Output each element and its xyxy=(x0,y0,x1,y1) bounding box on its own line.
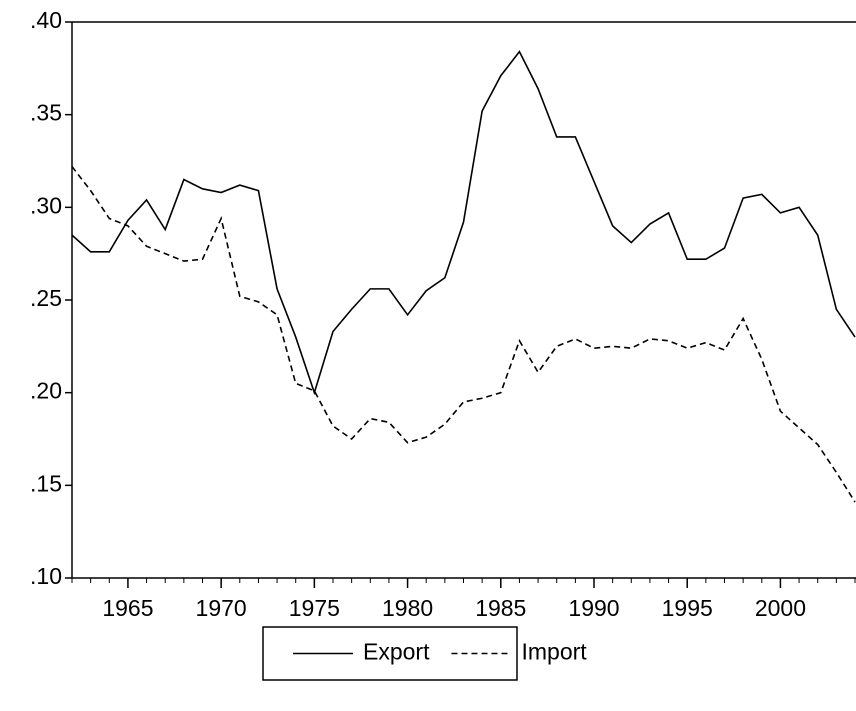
x-tick-label: 1990 xyxy=(568,595,619,621)
legend-label: Export xyxy=(363,639,430,665)
y-tick-label: .10 xyxy=(30,563,62,589)
x-tick-label: 1965 xyxy=(102,595,153,621)
y-tick-label: .30 xyxy=(30,192,62,218)
y-tick-label: .15 xyxy=(30,470,62,496)
x-tick-label: 2000 xyxy=(755,595,806,621)
y-tick-label: .35 xyxy=(30,100,62,126)
x-tick-label: 1970 xyxy=(196,595,247,621)
x-tick-label: 1985 xyxy=(475,595,526,621)
x-tick-label: 1995 xyxy=(662,595,713,621)
y-tick-label: .25 xyxy=(30,285,62,311)
x-tick-label: 1975 xyxy=(289,595,340,621)
y-tick-label: .20 xyxy=(30,378,62,404)
y-tick-label: .40 xyxy=(30,7,62,33)
legend-label: Import xyxy=(521,639,587,665)
series-line xyxy=(71,50,856,396)
legend: Export Import xyxy=(262,626,587,681)
x-tick-label: 1980 xyxy=(382,595,433,621)
series-line xyxy=(71,166,856,503)
